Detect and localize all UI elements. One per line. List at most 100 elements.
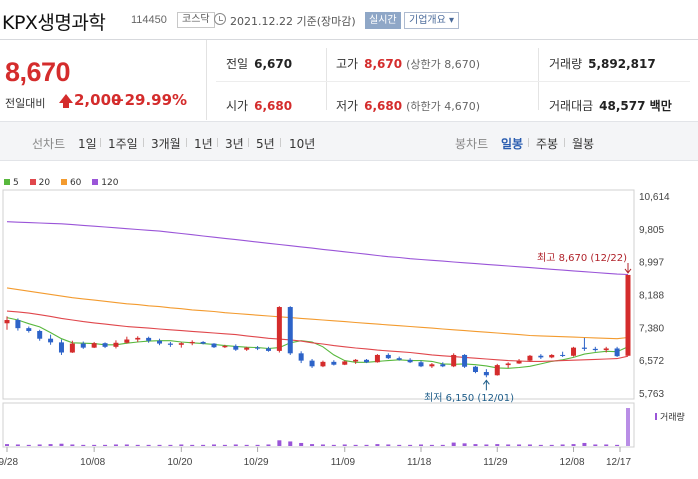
candle-body: [102, 343, 108, 347]
candle-body: [494, 365, 500, 376]
volume-bar: [5, 444, 9, 446]
volume-bar: [146, 444, 151, 446]
upper-limit-note: (상한가 8,670): [406, 58, 480, 71]
volume-bar: [103, 444, 108, 446]
volume-bar: [495, 444, 500, 446]
range-10y[interactable]: 10년: [289, 137, 316, 151]
x-tick-label: 10/08: [80, 457, 105, 468]
candle-body: [167, 343, 173, 345]
candle-body: [385, 354, 391, 359]
range-1w[interactable]: 1주일: [108, 137, 138, 151]
volume-bar: [451, 442, 456, 446]
base-date: 2021.12.22 기준(장마감): [230, 15, 356, 28]
range-1y[interactable]: 1년: [194, 137, 213, 151]
volume-bar: [277, 440, 282, 446]
volume-legend: 거래량: [655, 410, 685, 423]
price-change-pct: +29.99%: [112, 91, 188, 109]
candle-body: [48, 338, 54, 343]
volume-bar: [190, 444, 195, 446]
plot-frame: [2, 189, 635, 400]
volume-bar: [462, 443, 467, 446]
range-3y[interactable]: 3년: [225, 137, 244, 151]
range-1d[interactable]: 1일: [78, 137, 97, 151]
ma20-line: [6, 310, 629, 362]
volume-bar: [331, 444, 336, 446]
candle-body: [211, 343, 217, 348]
volume-bar: [212, 444, 216, 446]
high-annotation: 최고 8,670 (12/22): [537, 253, 628, 264]
prev-close-label: 전일: [226, 57, 249, 71]
period-monthly[interactable]: 월봉: [572, 137, 595, 151]
volume-bar: [124, 444, 129, 446]
volume-bar: [320, 444, 325, 446]
volume-bar: [135, 444, 140, 446]
candle-body: [374, 354, 380, 363]
range-3m[interactable]: 3개월: [151, 137, 181, 151]
candle-body: [429, 364, 435, 367]
candle-body: [309, 360, 315, 367]
volume-bar: [429, 444, 434, 446]
volume-stat: 거래량 5,892,817: [549, 55, 656, 72]
candle-body: [58, 342, 64, 353]
volume-bar: [419, 444, 423, 446]
period-daily[interactable]: 일봉: [501, 137, 524, 151]
volume-bar: [593, 444, 598, 446]
y-tick-label: 10,614: [639, 192, 670, 203]
candle-body: [222, 346, 228, 348]
volume-bar: [222, 444, 227, 446]
lower-limit-note: (하한가 4,670): [406, 100, 480, 113]
volume-bar: [560, 444, 565, 446]
candle-body: [516, 360, 522, 364]
high-value: 8,670: [364, 57, 403, 71]
candle-body: [244, 347, 250, 350]
legend-item-ma60: 60: [60, 178, 81, 188]
range-5y[interactable]: 5년: [256, 137, 275, 151]
low-value: 6,680: [364, 99, 403, 113]
low-stat: 저가 6,680 (하한가 4,670): [336, 97, 480, 114]
candle-body: [505, 363, 511, 366]
volume-bar: [92, 444, 97, 446]
high-marker-arrow: [624, 268, 632, 274]
high-stat: 고가 8,670 (상한가 8,670): [336, 55, 480, 72]
volume-value: 5,892,817: [588, 57, 656, 71]
amount-stat: 거래대금 48,577 백만: [549, 97, 672, 114]
candle-chart-label[interactable]: 봉차트: [455, 137, 489, 151]
x-tick-label: 10/29: [244, 457, 269, 468]
ma-legend: 5 20 60 120: [4, 178, 126, 188]
current-price: 8,670: [5, 57, 71, 87]
volume-bar: [157, 444, 162, 446]
volume-bar: [233, 444, 238, 446]
x-tick-label: 11/09: [331, 457, 356, 468]
candle-body: [592, 348, 598, 351]
volume-bar: [615, 444, 620, 446]
low-label: 저가: [336, 99, 359, 113]
volume-bar: [527, 444, 532, 446]
candle-body: [603, 348, 609, 351]
candle-body: [80, 343, 86, 348]
company-info-button[interactable]: 기업개요 ▾: [404, 12, 459, 29]
volume-label: 거래량: [549, 57, 583, 71]
volume-bar: [484, 444, 489, 446]
period-weekly[interactable]: 주봉: [536, 137, 559, 151]
candle-body: [189, 341, 195, 344]
candle-body: [276, 307, 282, 351]
volume-bar: [549, 444, 554, 446]
candle-body: [440, 364, 446, 367]
candle-body: [146, 337, 152, 341]
candle-body: [69, 343, 75, 353]
volume-bar: [81, 444, 86, 446]
volume-bar: [113, 444, 118, 446]
candle-body: [472, 366, 478, 373]
candle-body: [549, 354, 555, 358]
amount-value: 48,577 백만: [599, 99, 672, 113]
candle-body: [614, 348, 620, 357]
divider: [538, 48, 539, 110]
candle-body: [233, 346, 239, 350]
line-chart-label[interactable]: 선차트: [32, 137, 66, 151]
realtime-button[interactable]: 실시간: [365, 12, 401, 29]
legend-item-ma5: 5: [4, 178, 19, 188]
volume-bar: [342, 444, 347, 446]
candle-body: [483, 372, 489, 376]
price-change: 2,000: [74, 91, 122, 109]
